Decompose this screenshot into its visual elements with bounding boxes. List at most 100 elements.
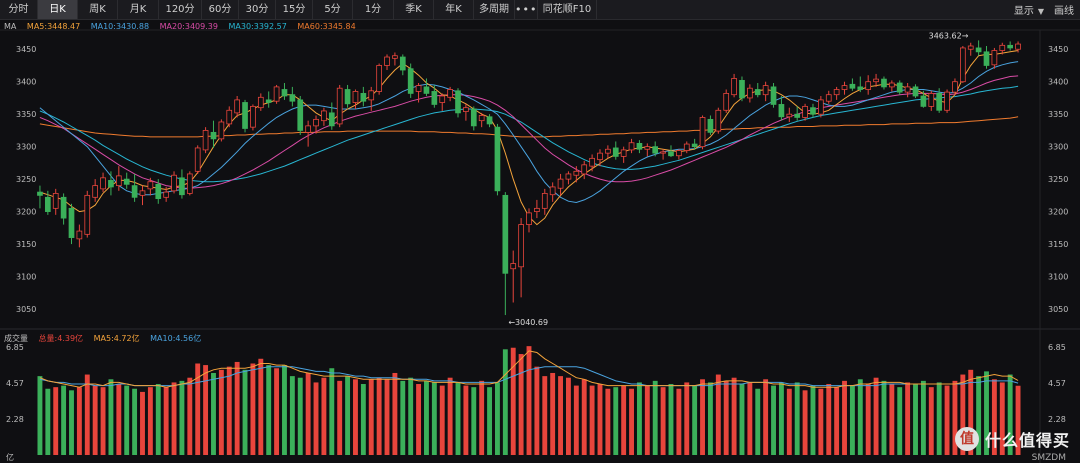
volume-axis-right-label-2: 6.85 [1048, 343, 1066, 352]
candle-body-88 [731, 78, 737, 96]
volume-bar-111 [913, 384, 918, 455]
candle-body-65 [549, 186, 556, 196]
period-tabs: 分时 日K 周K 月K 120分 60分 30分 15分 5分 1分 季K 年K 多周期 [0, 0, 515, 19]
candle-body-26 [242, 102, 248, 129]
candle-body-8 [100, 177, 106, 190]
candle-body-119 [975, 47, 982, 53]
volume-axis-right-label-1: 4.57 [1048, 379, 1066, 388]
tab-period-3[interactable]: 月K [118, 0, 159, 19]
tab-period-5[interactable]: 60分 [202, 0, 239, 19]
volume-bar-44 [384, 379, 390, 455]
candle-body-124 [1015, 43, 1021, 50]
candle-body-21 [202, 130, 209, 151]
volume-bar-92 [763, 379, 769, 455]
volume-bar-101 [834, 387, 840, 455]
candle-body-0 [37, 191, 43, 196]
price-line-ma10 [39, 61, 1019, 204]
candle-body-117 [959, 47, 966, 83]
tab-period-1[interactable]: 日K [38, 0, 78, 19]
volume-bar-48 [416, 384, 422, 455]
tab-period-12[interactable]: 多周期 [474, 0, 515, 19]
right-controls: 显示 ▼ 画线 [1014, 0, 1074, 19]
volume-bar-88 [731, 377, 737, 455]
tab-period-7[interactable]: 15分 [276, 0, 313, 19]
volume-bar-29 [266, 365, 272, 455]
candle-body-103 [849, 83, 856, 89]
candle-body-62 [526, 212, 532, 225]
volume-bar-27 [250, 363, 256, 455]
candle-body-102 [841, 85, 848, 90]
volume-bar-99 [818, 388, 824, 455]
f10-button[interactable]: 同花顺F10 [538, 0, 597, 19]
candle-body-3 [60, 196, 67, 219]
tab-period-2[interactable]: 周K [78, 0, 118, 19]
candle-body-73 [612, 147, 619, 157]
volume-bar-7 [92, 385, 98, 455]
tab-period-9[interactable]: 1分 [353, 0, 394, 19]
volume-bar-50 [431, 382, 437, 455]
tab-period-10[interactable]: 季K [394, 0, 434, 19]
candle-body-116 [952, 81, 958, 93]
draw-line-button[interactable]: 画线 [1054, 6, 1074, 17]
tab-period-6[interactable]: 30分 [239, 0, 276, 19]
candle-body-47 [407, 68, 414, 94]
candle-body-1 [44, 196, 51, 212]
volume-bar-97 [802, 390, 808, 455]
price-axis-right-label-5: 3300 [1048, 143, 1068, 152]
candle-body-99 [818, 99, 824, 115]
price-axis-left-label-2: 3150 [16, 240, 36, 249]
legend-ma10: MA10:3430.88 [90, 22, 150, 31]
period-toolbar: 分时 日K 周K 月K 120分 60分 30分 15分 5分 1分 季K 年K 多周期 ••• 同花顺… [0, 0, 1080, 20]
candle-body-115 [944, 91, 950, 111]
candle-body-31 [281, 89, 288, 97]
price-axis-left-label-0: 3050 [16, 305, 36, 314]
candle-body-66 [557, 178, 564, 189]
candle-body-59 [502, 194, 509, 274]
candle-body-40 [352, 91, 359, 103]
volume-bar-104 [857, 379, 863, 455]
price-axis-left-label-4: 3250 [16, 175, 36, 184]
candle-body-58 [494, 126, 501, 192]
volume-bar-72 [605, 388, 611, 455]
candle-body-61 [518, 224, 524, 268]
tab-period-0[interactable]: 分时 [0, 0, 38, 19]
volume-bar-66 [558, 376, 563, 455]
volume-line-ma10 [39, 366, 1019, 387]
display-menu[interactable]: 显示 ▼ [1014, 2, 1044, 17]
volume-bar-117 [960, 374, 966, 455]
candle-body-82 [683, 143, 690, 151]
volume-bar-21 [203, 365, 209, 455]
candle-body-95 [786, 113, 793, 118]
chevron-down-icon: ▼ [1037, 7, 1044, 16]
volume-bar-41 [360, 384, 366, 455]
tab-period-8[interactable]: 5分 [313, 0, 353, 19]
price-axis-left-label-5: 3300 [16, 143, 36, 152]
volume-bar-36 [321, 377, 327, 455]
candle-body-24 [226, 109, 233, 125]
tab-period-11[interactable]: 年K [434, 0, 474, 19]
more-periods-button[interactable]: ••• [515, 0, 538, 19]
price-axis-right-label-3: 3200 [1048, 208, 1068, 217]
candle-body-74 [620, 149, 627, 157]
volume-bar-71 [597, 384, 603, 455]
volume-bar-55 [471, 387, 477, 455]
candle-body-108 [889, 82, 895, 88]
volume-bar-1 [45, 388, 51, 455]
volume-bar-57 [487, 387, 493, 455]
volume-bar-75 [629, 388, 634, 455]
price-axis-right-label-0: 3050 [1048, 305, 1068, 314]
volume-bar-110 [905, 382, 911, 455]
volume-bar-93 [771, 385, 776, 455]
price-axis-left-label-8: 3450 [16, 45, 36, 54]
volume-bar-23 [218, 369, 224, 455]
candle-body-43 [376, 65, 382, 92]
volume-bar-119 [976, 376, 982, 455]
volume-bar-91 [755, 388, 761, 455]
volume-bar-12 [132, 388, 138, 455]
candle-body-80 [668, 151, 674, 157]
volume-bar-58 [495, 382, 500, 455]
tab-period-4[interactable]: 120分 [159, 0, 202, 19]
volume-bar-49 [424, 380, 429, 455]
volume-bar-32 [289, 376, 295, 455]
